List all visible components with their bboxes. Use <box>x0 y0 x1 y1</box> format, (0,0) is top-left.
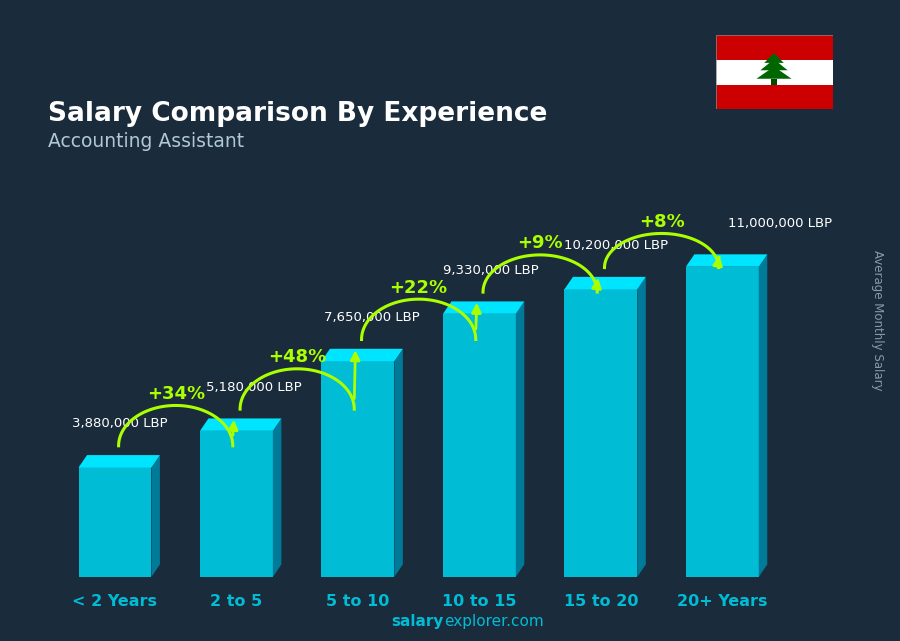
Polygon shape <box>760 59 788 71</box>
Polygon shape <box>443 301 525 314</box>
Text: 11,000,000 LBP: 11,000,000 LBP <box>728 217 832 229</box>
Polygon shape <box>637 277 646 577</box>
Polygon shape <box>151 455 160 577</box>
Polygon shape <box>321 349 403 361</box>
Text: Salary Comparison By Experience: Salary Comparison By Experience <box>48 101 547 127</box>
Polygon shape <box>564 289 637 577</box>
Text: 10,200,000 LBP: 10,200,000 LBP <box>564 239 669 252</box>
Text: +34%: +34% <box>147 385 205 403</box>
Text: 3,880,000 LBP: 3,880,000 LBP <box>72 417 168 430</box>
Polygon shape <box>771 79 777 85</box>
Text: 9,330,000 LBP: 9,330,000 LBP <box>443 263 539 277</box>
Text: salary: salary <box>392 615 444 629</box>
Text: 5,180,000 LBP: 5,180,000 LBP <box>206 381 302 394</box>
Polygon shape <box>394 349 403 577</box>
Bar <box>716 60 832 85</box>
Text: explorer.com: explorer.com <box>444 615 544 629</box>
Text: +9%: +9% <box>518 235 562 253</box>
Polygon shape <box>564 277 646 289</box>
Text: +22%: +22% <box>390 279 447 297</box>
Polygon shape <box>273 419 282 577</box>
Text: +8%: +8% <box>639 213 685 231</box>
Polygon shape <box>686 267 759 577</box>
Polygon shape <box>516 301 525 577</box>
Polygon shape <box>764 53 784 63</box>
Polygon shape <box>78 455 160 467</box>
Polygon shape <box>443 314 516 577</box>
Text: Average Monthly Salary: Average Monthly Salary <box>871 250 884 391</box>
Polygon shape <box>321 361 394 577</box>
Polygon shape <box>200 419 282 431</box>
Text: 7,650,000 LBP: 7,650,000 LBP <box>324 311 419 324</box>
Polygon shape <box>686 254 768 267</box>
Polygon shape <box>78 467 151 577</box>
Text: Accounting Assistant: Accounting Assistant <box>48 132 244 151</box>
Polygon shape <box>756 67 792 79</box>
Polygon shape <box>759 254 768 577</box>
Text: +48%: +48% <box>268 348 327 366</box>
Polygon shape <box>200 431 273 577</box>
Bar <box>716 35 832 60</box>
Bar <box>716 85 832 109</box>
